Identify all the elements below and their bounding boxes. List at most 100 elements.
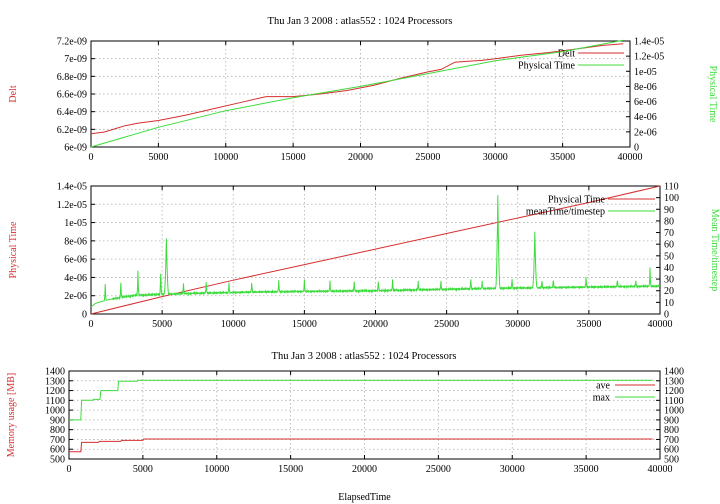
series-line-delt: [90, 43, 624, 135]
x-tick-label: 0: [89, 152, 94, 163]
x-tick-label: 10000: [204, 464, 229, 475]
y-tick-label: 800: [50, 425, 65, 436]
chart-title: Thu Jan 3 2008 : atlas552 : 1024 Process…: [272, 351, 457, 362]
y-tick-label: 600: [50, 445, 65, 456]
x-axis-label: ElapsedTime: [338, 492, 391, 503]
y-tick-label: 1.2e-05: [57, 200, 87, 211]
y-tick-label: 500: [50, 455, 65, 466]
y2-tick-label: 110: [664, 182, 679, 193]
x-tick-label: 5000: [148, 152, 168, 163]
y-tick-label: 0: [82, 310, 87, 321]
x-tick-label: 0: [67, 464, 72, 475]
y-tick-label: 1200: [45, 386, 65, 397]
plot-frame: [90, 185, 661, 315]
y-tick-label: 6.8e-09: [57, 72, 87, 83]
y2-tick-label: 90: [664, 205, 674, 216]
y2-tick-label: 4e-06: [634, 112, 657, 123]
y-axis-label: Physical Time: [8, 221, 19, 279]
x-tick-label: 0: [89, 319, 94, 330]
x-tick-label: 15000: [281, 152, 306, 163]
y2-tick-label: 8e-06: [634, 82, 657, 93]
chart-panel-3: Thu Jan 3 2008 : atlas552 : 1024 Process…: [6, 351, 684, 503]
x-tick-label: 25000: [415, 152, 440, 163]
y-tick-label: 6.2e-09: [57, 125, 87, 136]
y2-tick-label: 40: [664, 263, 674, 274]
y2-tick-label: 1.4e-05: [634, 37, 664, 48]
y2-tick-label: 60: [664, 240, 674, 251]
x-tick-label: 30000: [483, 152, 508, 163]
y2-tick-label: 70: [664, 228, 674, 239]
y-tick-label: 1400: [45, 367, 65, 378]
x-tick-label: 15000: [292, 319, 317, 330]
y2-tick-label: 1200: [664, 386, 684, 397]
y2-tick-label: 30: [664, 275, 674, 286]
x-tick-label: 10000: [221, 319, 246, 330]
x-tick-label: 35000: [576, 319, 601, 330]
y2-axis-label: Physical Time: [707, 66, 718, 124]
y2-tick-label: 1.2e-05: [634, 52, 664, 63]
y-tick-label: 4e-06: [64, 273, 87, 284]
y-tick-label: 2e-06: [64, 291, 87, 302]
y-tick-label: 1300: [45, 376, 65, 387]
x-tick-label: 10000: [213, 152, 238, 163]
y-tick-label: 6e-06: [64, 255, 87, 266]
y-tick-label: 6.4e-09: [57, 107, 87, 118]
y-tick-label: 900: [50, 415, 65, 426]
y-axis-label: Memory usage [MB]: [6, 373, 17, 457]
x-tick-label: 40000: [618, 152, 643, 163]
x-tick-label: 40000: [648, 319, 673, 330]
legend-label: max: [593, 393, 610, 404]
y2-tick-label: 100: [664, 193, 679, 204]
y-tick-label: 7e-09: [64, 54, 87, 65]
x-tick-label: 30000: [505, 319, 530, 330]
x-tick-label: 25000: [426, 464, 451, 475]
x-tick-label: 30000: [500, 464, 525, 475]
y2-tick-label: 0: [634, 143, 639, 154]
series-line-physical-time: [90, 39, 624, 148]
series-line-physical-time: [90, 185, 661, 315]
x-tick-label: 20000: [348, 152, 373, 163]
x-tick-label: 35000: [550, 152, 575, 163]
y-tick-label: 700: [50, 435, 65, 446]
x-tick-label: 5000: [133, 464, 153, 475]
legend-label: Delt: [558, 49, 575, 60]
y-axis-label: Delt: [8, 85, 19, 102]
y2-axis-label: Mean Time/timestep: [709, 209, 720, 292]
legend-label: meanTime/timestep: [526, 207, 605, 218]
x-tick-label: 20000: [352, 464, 377, 475]
y-tick-label: 1100: [45, 396, 65, 407]
legend-label: Physical Time: [518, 61, 576, 72]
plot-frame: [68, 370, 661, 460]
y2-tick-label: 1e-05: [634, 67, 657, 78]
y-tick-label: 8e-06: [64, 236, 87, 247]
y2-tick-label: 20: [664, 286, 674, 297]
y2-tick-label: 0: [664, 310, 669, 321]
y-tick-label: 6.6e-09: [57, 90, 87, 101]
y2-tick-label: 80: [664, 216, 674, 227]
chart-title: Thu Jan 3 2008 : atlas552 : 1024 Process…: [268, 16, 453, 27]
y2-tick-label: 700: [664, 435, 679, 446]
y-tick-label: 1000: [45, 406, 65, 417]
x-tick-label: 35000: [574, 464, 599, 475]
y-tick-label: 6e-09: [64, 143, 87, 154]
y2-tick-label: 50: [664, 251, 674, 262]
y2-tick-label: 900: [664, 415, 679, 426]
x-tick-label: 5000: [152, 319, 172, 330]
series-line-max: [69, 379, 653, 421]
y2-tick-label: 1300: [664, 376, 684, 387]
y2-tick-label: 1400: [664, 367, 684, 378]
x-tick-label: 25000: [434, 319, 459, 330]
y-tick-label: 7.2e-09: [57, 37, 87, 48]
y2-tick-label: 800: [664, 425, 679, 436]
x-tick-label: 15000: [278, 464, 303, 475]
series-line-meantime-timestep: [90, 195, 661, 308]
y-tick-label: 1e-05: [64, 218, 87, 229]
y2-tick-label: 6e-06: [634, 97, 657, 108]
chart-panel-2: 0 5000 10000 15000 20000 25000 30000 35000 40000…: [8, 182, 720, 331]
legend-label: Physical Time: [548, 195, 606, 206]
y-tick-label: 1.4e-05: [57, 182, 87, 193]
y2-tick-label: 2e-06: [634, 127, 657, 138]
legend-label: ave: [596, 381, 610, 392]
